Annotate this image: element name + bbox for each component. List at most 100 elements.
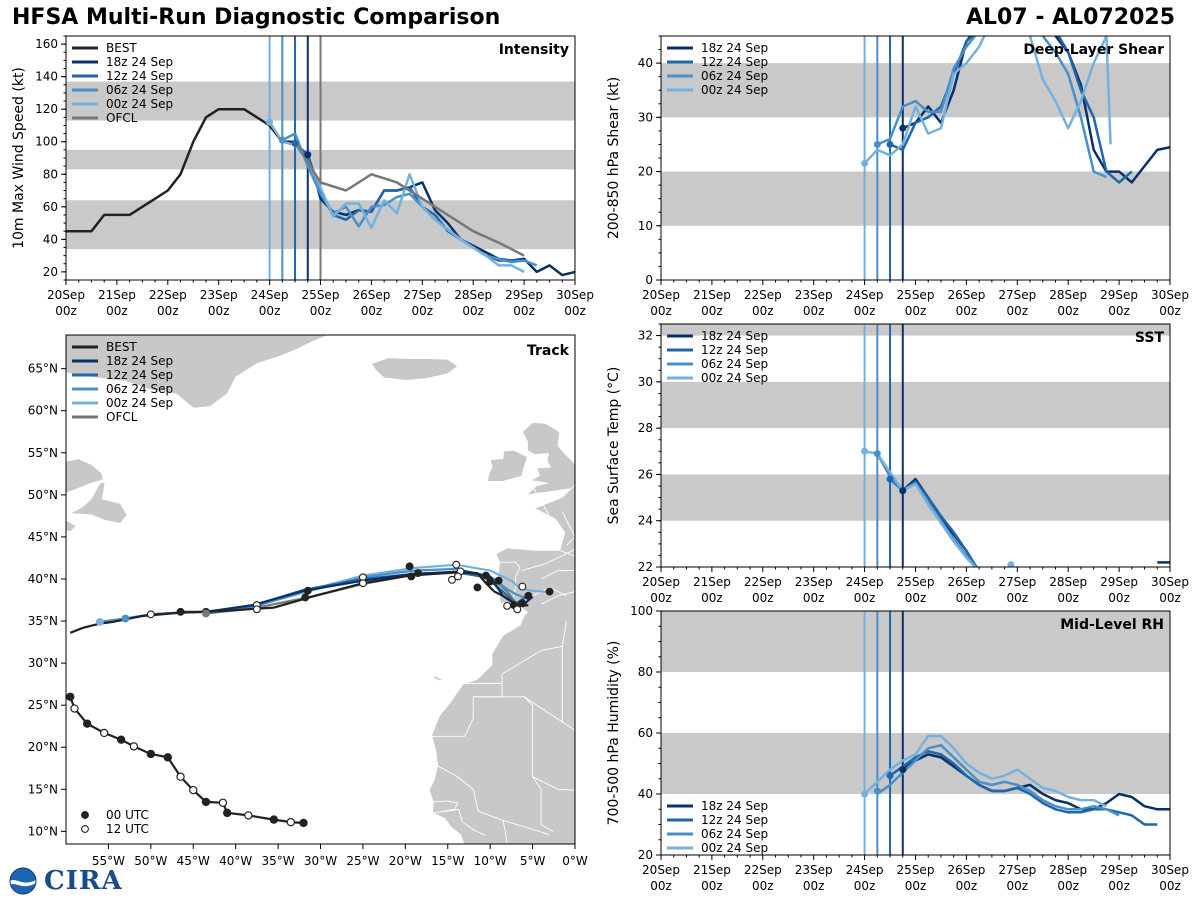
x-tick-date: 25Sep — [302, 288, 340, 302]
land-ireland — [487, 449, 528, 482]
x-tick-date: 22Sep — [149, 288, 187, 302]
y-tick-label: 24 — [638, 514, 653, 528]
plot-area — [661, 324, 1170, 567]
series-12z — [889, 750, 1158, 826]
legend-label: 00z 24 Sep — [106, 396, 173, 410]
land-great-britain — [521, 422, 575, 496]
plot-area — [661, 611, 1170, 855]
x-tick-hour: 00z — [650, 879, 672, 893]
country-border — [501, 645, 563, 675]
lat-label: 30°N — [28, 656, 58, 670]
track-point-open — [518, 582, 527, 591]
series-12z — [889, 36, 1133, 184]
track-point-00utc — [299, 818, 308, 828]
y-tick-label: 20 — [638, 165, 653, 179]
x-tick-date: 23Sep — [795, 575, 833, 589]
x-tick-hour: 00z — [701, 304, 723, 318]
series-OFCL — [294, 141, 525, 257]
y-tick-label: 0 — [645, 273, 653, 287]
lon-label: 25°W — [346, 854, 379, 868]
x-tick-date: 28Sep — [454, 288, 492, 302]
x-tick-date: 25Sep — [897, 575, 935, 589]
track-point-12utc — [286, 817, 296, 827]
init-marker-18z — [899, 124, 907, 132]
land-greenland — [66, 335, 330, 409]
x-tick-date: 28Sep — [1049, 288, 1087, 302]
legend-label: BEST — [106, 41, 137, 55]
legend-label: 06z 24 Sep — [106, 83, 173, 97]
legend-label: 18z 24 Sep — [106, 55, 173, 69]
x-tick-date: 20Sep — [642, 288, 680, 302]
panel-track: 55°W 50°W 45°W 40°W 35°W 30°W 25°W 20°W 15°W 10°W… — [28, 334, 588, 868]
panel-title: Mid-Level RH — [1060, 617, 1164, 633]
country-border — [461, 820, 487, 837]
threshold-band — [661, 171, 1170, 226]
country-border — [540, 591, 575, 605]
x-tick-hour: 00z — [905, 879, 927, 893]
track-BEST — [69, 571, 529, 634]
init-marker-00z — [861, 159, 869, 167]
track-point-12utc — [189, 785, 198, 795]
map-area — [66, 335, 575, 844]
x-tick-hour: 00z — [1057, 591, 1079, 605]
x-tick-hour: 00z — [854, 879, 876, 893]
x-tick-date: 21Sep — [98, 288, 136, 302]
lat-label: 35°N — [28, 614, 58, 628]
x-tick-date: 22Sep — [744, 288, 782, 302]
best-track-south — [69, 696, 304, 825]
legend-label: 12z 24 Sep — [106, 69, 173, 83]
lat-label: 10°N — [28, 824, 58, 838]
panel-shear: 0 10 20 30 40 20Sep 00z 21Sep 00z 22Sep 00z 23Sep 00… — [606, 35, 1189, 318]
panel-title: Track — [527, 343, 570, 359]
series-06z — [876, 36, 1107, 179]
threshold-band — [661, 733, 1170, 794]
country-border — [540, 570, 575, 580]
lon-label: 0°W — [562, 854, 588, 868]
country-border — [532, 586, 567, 597]
country-border — [521, 549, 575, 572]
y-tick-label: 80 — [638, 665, 653, 679]
x-tick-hour: 00z — [564, 304, 586, 318]
country-border — [430, 683, 503, 737]
legend-label: OFCL — [106, 410, 138, 424]
y-tick-label: 140 — [35, 70, 58, 84]
legend-label: 06z 24 Sep — [701, 357, 768, 371]
marker-legend-symbol — [81, 825, 89, 833]
y-tick-label: 30 — [638, 375, 653, 389]
x-tick-hour: 00z — [752, 304, 774, 318]
land-labrador — [66, 458, 104, 494]
track-point-00utc — [66, 692, 75, 701]
track-point-filled — [473, 583, 482, 592]
legend-label: 00z 24 Sep — [701, 371, 768, 385]
x-tick-hour: 00z — [701, 879, 723, 893]
x-tick-date: 30Sep — [1151, 575, 1189, 589]
track-point-filled — [301, 593, 310, 602]
series-06z — [876, 743, 1120, 817]
x-tick-date: 27Sep — [998, 288, 1036, 302]
track-point-c06z — [121, 614, 130, 623]
country-border — [437, 765, 479, 812]
x-tick-date: 23Sep — [200, 288, 238, 302]
y-tick-label: 120 — [35, 102, 58, 116]
land-nova-scotia — [66, 519, 77, 533]
country-border — [502, 819, 550, 836]
legend-label: 12z 24 Sep — [701, 343, 768, 357]
track-point-filled — [303, 586, 312, 595]
legend-label: OFCL — [106, 111, 138, 125]
track-point-open — [252, 605, 261, 614]
x-tick-hour: 00z — [803, 879, 825, 893]
country-border — [478, 810, 508, 844]
x-tick-date: 20Sep — [642, 575, 680, 589]
x-tick-date: 29Sep — [505, 288, 543, 302]
threshold-band — [661, 381, 1170, 429]
track-point-00utc — [146, 749, 156, 759]
x-tick-date: 30Sep — [556, 288, 594, 302]
panel-sst: 22 24 26 28 30 32 20Sep 00z 21Sep 00z 22Sep 00z 23Se… — [606, 323, 1189, 605]
track-point-c00z — [95, 617, 104, 626]
y-tick-label: 20 — [43, 265, 58, 279]
x-tick-date: 25Sep — [897, 288, 935, 302]
lon-label: 45°W — [177, 854, 210, 868]
lat-label: 50°N — [28, 488, 58, 502]
x-tick-hour: 00z — [259, 304, 281, 318]
country-border — [532, 486, 566, 534]
